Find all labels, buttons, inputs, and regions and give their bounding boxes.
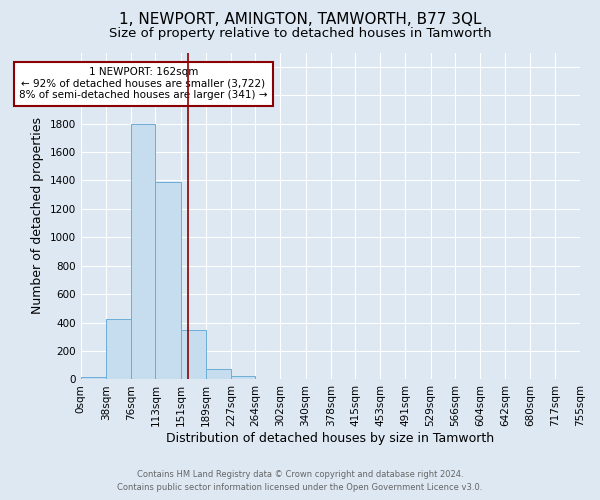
Bar <box>81 376 106 380</box>
Bar <box>131 124 155 380</box>
Text: 1 NEWPORT: 162sqm
← 92% of detached houses are smaller (3,722)
8% of semi-detach: 1 NEWPORT: 162sqm ← 92% of detached hous… <box>19 67 268 100</box>
Bar <box>155 182 181 380</box>
Bar <box>181 330 206 380</box>
Text: 1, NEWPORT, AMINGTON, TAMWORTH, B77 3QL: 1, NEWPORT, AMINGTON, TAMWORTH, B77 3QL <box>119 12 481 28</box>
Bar <box>206 369 231 380</box>
Bar <box>231 376 256 380</box>
X-axis label: Distribution of detached houses by size in Tamworth: Distribution of detached houses by size … <box>166 432 494 445</box>
Text: Size of property relative to detached houses in Tamworth: Size of property relative to detached ho… <box>109 28 491 40</box>
Y-axis label: Number of detached properties: Number of detached properties <box>31 118 44 314</box>
Text: Contains HM Land Registry data © Crown copyright and database right 2024.
Contai: Contains HM Land Registry data © Crown c… <box>118 470 482 492</box>
Bar <box>106 319 131 380</box>
